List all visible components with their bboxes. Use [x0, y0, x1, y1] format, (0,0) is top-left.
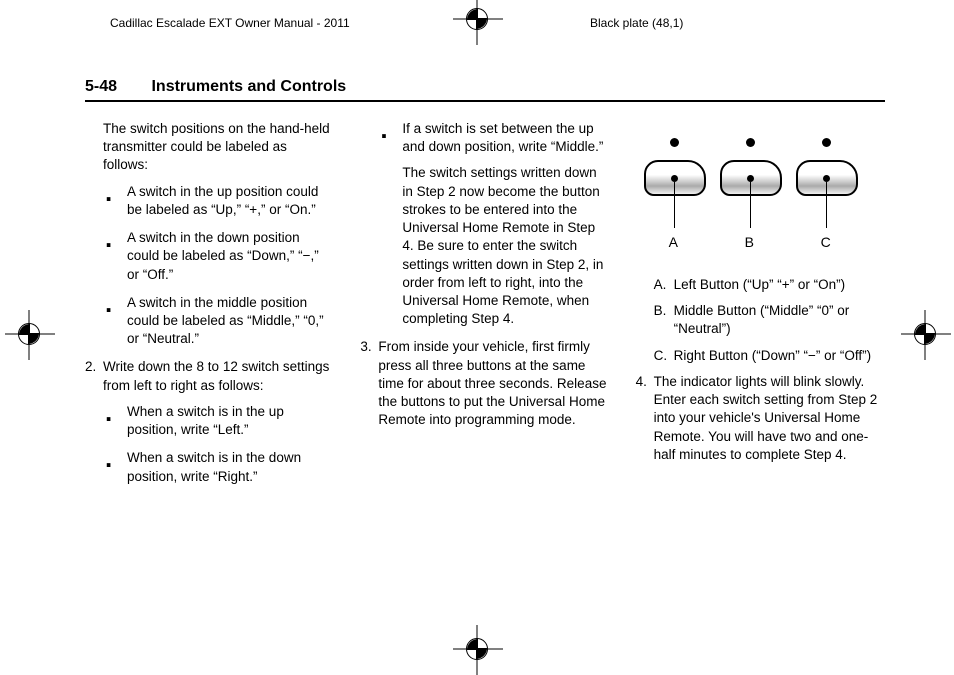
intro-text: The switch positions on the hand-held tr… — [85, 120, 334, 175]
step-4: 4. The indicator lights will blink slowl… — [636, 373, 885, 464]
registration-mark-bottom — [466, 638, 488, 660]
column-2: If a switch is set between the up and do… — [360, 120, 609, 496]
bullet-up: A switch in the up position could be lab… — [105, 183, 334, 219]
pointer-c — [826, 182, 827, 228]
step-4-text: The indicator lights will blink slowly. … — [654, 374, 878, 462]
registration-mark-top — [466, 8, 488, 30]
page-content: 5-48 Instruments and Controls The switch… — [85, 78, 885, 496]
bullet-middle-write-text: If a switch is set between the up and do… — [402, 121, 603, 154]
column-3: A B C A. Left Button (“Up” “+” or “On”) B… — [636, 120, 885, 496]
step-3-text: From inside your vehicle, first firmly p… — [378, 339, 606, 427]
bullet-right: When a switch is in the down position, w… — [105, 449, 334, 485]
step-2-number: 2. — [85, 358, 96, 376]
legend-c-label: C. — [654, 347, 668, 365]
step-3-number: 3. — [360, 338, 371, 356]
section-title: Instruments and Controls — [151, 78, 346, 95]
page-number: 5-48 — [85, 78, 117, 95]
legend-b: B. Middle Button (“Middle” “0” or “Neutra… — [654, 302, 885, 338]
step-2-text: Write down the 8 to 12 switch settings f… — [103, 359, 329, 392]
legend-b-label: B. — [654, 302, 667, 320]
legend-a-label: A. — [654, 276, 667, 294]
step2-explanation: The switch settings written down in Step… — [402, 164, 609, 328]
legend-a: A. Left Button (“Up” “+” or “On”) — [654, 276, 885, 294]
indicator-dot-a — [670, 138, 679, 147]
indicator-dot-b — [746, 138, 755, 147]
pointer-b — [750, 182, 751, 228]
button-legend: A. Left Button (“Up” “+” or “On”) B. Middl… — [636, 276, 885, 365]
content-columns: The switch positions on the hand-held tr… — [85, 120, 885, 496]
registration-mark-right — [914, 323, 936, 345]
button-center-b — [747, 175, 754, 182]
bullet-left: When a switch is in the up position, wri… — [105, 403, 334, 439]
label-c: C — [821, 233, 831, 252]
button-center-c — [823, 175, 830, 182]
button-center-a — [671, 175, 678, 182]
pointer-a — [674, 182, 675, 228]
legend-c-text: Right Button (“Down” “−” or “Off”) — [674, 348, 871, 363]
bullet-middle-write: If a switch is set between the up and do… — [380, 120, 609, 328]
bullet-middle: A switch in the middle position could be… — [105, 294, 334, 349]
button-diagram: A B C — [636, 128, 866, 258]
manual-title: Cadillac Escalade EXT Owner Manual - 201… — [110, 16, 350, 30]
label-a: A — [669, 233, 678, 252]
step-2: 2. Write down the 8 to 12 switch setting… — [85, 358, 334, 394]
legend-c: C. Right Button (“Down” “−” or “Off”) — [654, 347, 885, 365]
registration-mark-left — [18, 323, 40, 345]
column-1: The switch positions on the hand-held tr… — [85, 120, 334, 496]
bullet-down: A switch in the down position could be l… — [105, 229, 334, 284]
legend-a-text: Left Button (“Up” “+” or “On”) — [674, 277, 845, 292]
legend-b-text: Middle Button (“Middle” “0” or “Neutral”… — [674, 303, 850, 336]
indicator-dot-c — [822, 138, 831, 147]
plate-info: Black plate (48,1) — [590, 16, 683, 30]
step-3: 3. From inside your vehicle, first firml… — [360, 338, 609, 429]
section-header: 5-48 Instruments and Controls — [85, 78, 885, 102]
step-4-number: 4. — [636, 373, 647, 391]
label-b: B — [745, 233, 754, 252]
